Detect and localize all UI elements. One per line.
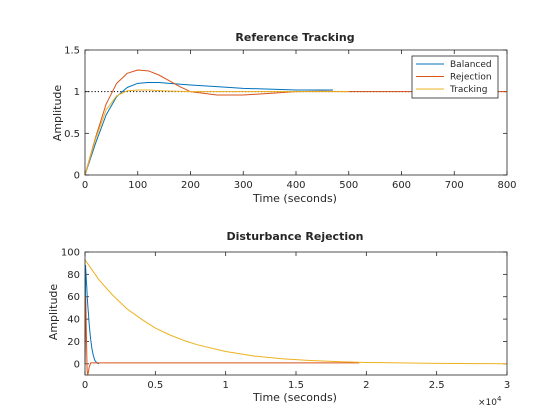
x-tick-label: 500	[339, 180, 358, 191]
x-tick-label: 2.5	[429, 380, 445, 391]
series-line-tracking	[84, 259, 508, 365]
disturbance-rejection-title: Disturbance Rejection	[226, 230, 363, 243]
x-tick-label: 0.5	[147, 380, 163, 391]
series-line-balanced	[84, 264, 100, 365]
x-tick-label: 300	[234, 180, 253, 191]
reference-tracking-xlabel: Time (seconds)	[252, 192, 337, 205]
disturbance-rejection-axes-box	[84, 251, 508, 376]
x-tick-label: 200	[181, 180, 200, 191]
disturbance-rejection-ylabel: Amplitude	[47, 284, 60, 341]
y-tick-label: 80	[67, 270, 80, 281]
y-tick-label: 1	[74, 87, 80, 98]
reference-tracking-ticks: 0 100 200 300 400 500 600 700 800 0 0.5 1 1.5	[64, 46, 516, 192]
x-tick-label: 1	[222, 380, 228, 391]
y-tick-label: 0	[74, 359, 80, 370]
y-tick-label: 20	[67, 337, 80, 348]
legend-entry-tracking: Tracking	[449, 85, 487, 95]
reference-tracking-plot-area	[84, 69, 507, 176]
x-tick-label: 700	[445, 180, 464, 191]
x-tick-label: 0	[82, 380, 88, 391]
x-exponent-power: 4	[497, 395, 502, 403]
x-tick-label: 1.5	[288, 380, 304, 391]
x-tick-label: 3	[504, 380, 510, 391]
reference-tracking-ylabel: Amplitude	[51, 85, 64, 142]
y-tick-label: 0	[74, 171, 80, 182]
reference-tracking-legend[interactable]: Balanced Rejection Tracking	[411, 55, 499, 99]
reference-tracking-title: Reference Tracking	[235, 31, 354, 44]
series-line-balanced	[84, 82, 333, 176]
reference-tracking-plot: Reference Tracking Time (seconds) Amplit…	[51, 31, 517, 205]
x-tick-label: 2	[363, 380, 369, 391]
x-tick-label: 800	[497, 180, 516, 191]
legend-entry-balanced: Balanced	[450, 60, 492, 70]
x-tick-label: 0	[82, 180, 88, 191]
series-line-rejection	[84, 296, 360, 376]
legend-entry-rejection: Rejection	[450, 73, 492, 83]
series-line-tracking	[84, 89, 349, 176]
y-tick-label: 100	[61, 248, 80, 259]
x-exponent-base: ×10	[478, 398, 497, 408]
x-exponent-label: ×104	[478, 395, 502, 408]
disturbance-rejection-xlabel: Time (seconds)	[252, 391, 337, 404]
y-tick-label: 0.5	[64, 129, 80, 140]
x-tick-label: 600	[392, 180, 411, 191]
disturbance-rejection-plot: Disturbance Rejection Time (seconds) Amp…	[47, 230, 510, 408]
disturbance-rejection-plot-area	[84, 259, 508, 376]
y-tick-label: 60	[67, 292, 80, 303]
reference-tracking-axes-box	[84, 49, 508, 176]
y-tick-label: 1.5	[64, 46, 80, 57]
x-tick-label: 400	[286, 180, 305, 191]
x-tick-label: 100	[128, 180, 147, 191]
y-tick-label: 40	[67, 315, 80, 326]
